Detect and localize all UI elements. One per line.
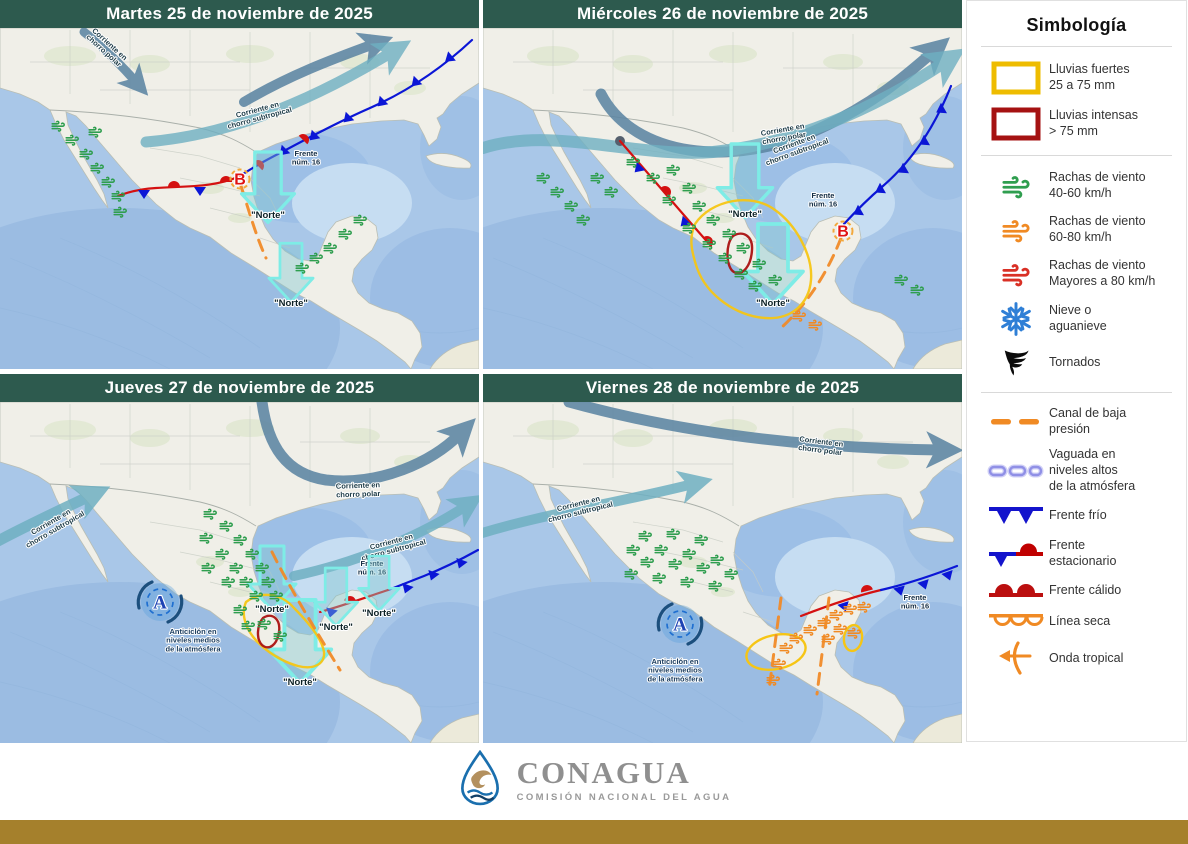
svg-text:Corriente enchorro polar: Corriente enchorro polar: [336, 480, 381, 499]
warm-front-icon: [983, 579, 1049, 601]
svg-text:"Norte": "Norte": [274, 298, 308, 309]
weather-map-thursday: Corriente enchorro subtropicalCorriente …: [0, 402, 479, 743]
low-pressure-channel-icon: [983, 412, 1049, 432]
legend-item-upper-trough: Vaguada en niveles altos de la atmósfera: [967, 442, 1186, 499]
svg-text:"Norte": "Norte": [756, 298, 790, 309]
divider: [981, 46, 1172, 47]
legend-item-heavy-rain: Lluvias fuertes 25 a 75 mm: [967, 55, 1186, 101]
forecast-panel-thursday: Jueves 27 de noviembre de 2025 Corriente…: [0, 374, 479, 743]
legend-item-label: Lluvias fuertes 25 a 75 mm: [1049, 62, 1130, 92]
svg-text:"Norte": "Norte": [728, 209, 762, 220]
svg-text:"Norte": "Norte": [319, 622, 353, 633]
footer-brand: CONAGUA COMISIÓN NACIONAL DEL AGUA: [0, 748, 1188, 812]
legend-item-label: Frente frío: [1049, 508, 1107, 523]
snowflake-icon: [983, 301, 1049, 337]
svg-text:A: A: [673, 615, 687, 636]
legend-item-label: Vaguada en niveles altos de la atmósfera: [1049, 447, 1136, 493]
legend-item-tropical-wave: Onda tropical: [967, 636, 1186, 680]
legend-item-label: Rachas de viento 60-80 km/h: [1049, 214, 1146, 244]
panel-title-friday: Viernes 28 de noviembre de 2025: [483, 374, 962, 402]
symbology-sidebar: Simbología Lluvias fuertes 25 a 75 mm Ll…: [966, 0, 1187, 742]
legend-item-intense-rain: Lluvias intensas > 75 mm: [967, 101, 1186, 147]
legend-item-label: Rachas de viento Mayores a 80 km/h: [1049, 258, 1156, 288]
upper-trough-icon: [983, 460, 1049, 482]
legend-item-label: Línea seca: [1049, 613, 1111, 628]
svg-text:B: B: [837, 224, 849, 241]
legend-item-label: Rachas de viento 40-60 km/h: [1049, 170, 1146, 200]
dry-line-icon: [983, 611, 1049, 631]
panel-title-thursday: Jueves 27 de noviembre de 2025: [0, 374, 479, 402]
divider: [981, 155, 1172, 156]
forecast-panel-wednesday: Miércoles 26 de noviembre de 2025 Corrie…: [483, 0, 962, 369]
bottom-gold-bar: [0, 820, 1188, 844]
legend-item-label: Tornados: [1049, 355, 1101, 370]
legend-item-tornado: Tornados: [967, 342, 1186, 384]
svg-text:"Norte": "Norte": [255, 604, 289, 615]
svg-text:B: B: [234, 172, 246, 189]
legend-item-label: Frente cálido: [1049, 582, 1122, 597]
svg-text:"Norte": "Norte": [251, 210, 285, 221]
forecast-panel-friday: Viernes 28 de noviembre de 2025 Corrient…: [483, 374, 962, 743]
panel-title-tuesday: Martes 25 de noviembre de 2025: [0, 0, 479, 28]
legend-item-label: Frente estacionario: [1049, 538, 1117, 568]
legend-item-dry-line: Línea seca: [967, 606, 1186, 636]
legend-item-warm-front: Frente cálido: [967, 574, 1186, 606]
wind-gust-orange-icon: [983, 213, 1049, 247]
stationary-front-icon: [983, 540, 1049, 568]
legend-item-label: Nieve o aguanieve: [1049, 303, 1107, 333]
svg-text:A: A: [153, 593, 167, 614]
intense-rain-box-icon: [983, 106, 1049, 142]
legend-item-wind-60-80: Rachas de viento 60-80 km/h: [967, 208, 1186, 252]
forecast-panel-tuesday: Martes 25 de noviembre de 2025 Corriente…: [0, 0, 479, 369]
brand-wordmark: CONAGUA: [516, 755, 691, 790]
svg-text:"Norte": "Norte": [283, 677, 317, 688]
legend-item-snow: Nieve o aguanieve: [967, 296, 1186, 342]
legend-item-cold-front: Frente frío: [967, 499, 1186, 533]
conagua-logo-icon: [457, 749, 503, 811]
legend-item-low-pressure-channel: Canal de baja presión: [967, 401, 1186, 442]
wind-gust-green-icon: [983, 169, 1049, 203]
wind-gust-red-icon: [983, 257, 1049, 291]
tropical-wave-icon: [983, 641, 1049, 675]
legend-item-label: Onda tropical: [1049, 650, 1124, 665]
panel-title-wednesday: Miércoles 26 de noviembre de 2025: [483, 0, 962, 28]
cold-front-icon: [983, 504, 1049, 528]
legend-item-wind-40-60: Rachas de viento 40-60 km/h: [967, 164, 1186, 208]
legend-item-label: Canal de baja presión: [1049, 406, 1127, 436]
heavy-rain-box-icon: [983, 60, 1049, 96]
legend-item-label: Lluvias intensas > 75 mm: [1049, 108, 1138, 138]
symbology-title: Simbología: [1026, 15, 1127, 35]
legend-item-wind-80plus: Rachas de viento Mayores a 80 km/h: [967, 252, 1186, 296]
legend-item-stationary-front: Frente estacionario: [967, 533, 1186, 574]
svg-text:"Norte": "Norte": [362, 608, 396, 619]
brand-subtitle: COMISIÓN NACIONAL DEL AGUA: [516, 792, 732, 803]
tornado-icon: [983, 347, 1049, 379]
divider: [981, 392, 1172, 393]
